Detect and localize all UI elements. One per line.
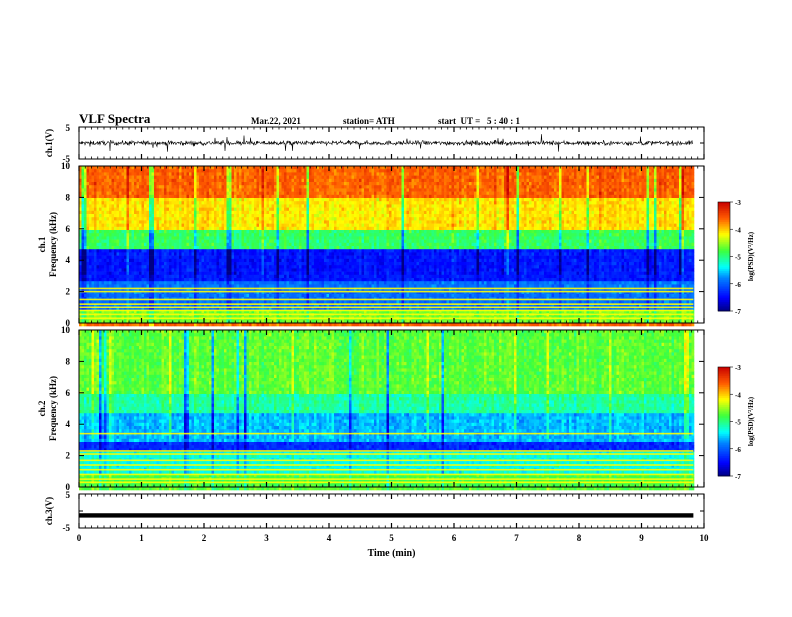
y-tick-label: 4 (66, 255, 71, 265)
colorbar-label: log(PSD)(V²/Hz) (747, 396, 755, 446)
colorbar-tick-label: -6 (735, 281, 741, 289)
colorbar-tick-label: -7 (735, 473, 741, 481)
colorbar-tick-label: -5 (735, 254, 741, 262)
figure-title: VLF Spectra (79, 112, 150, 126)
colorbar-tick-label: -3 (735, 364, 741, 372)
narrowband-line (79, 303, 693, 305)
colorbar-tick-label: -3 (735, 199, 741, 207)
narrowband-line (79, 307, 693, 309)
x-tick-label: 7 (514, 533, 519, 543)
x-tick-label: 1 (139, 533, 144, 543)
colorbar-label: log(PSD)(V²/Hz) (747, 231, 755, 281)
y-tick-label: 10 (61, 161, 71, 171)
ch3-waveform-ylabel: ch.3(V) (44, 497, 54, 525)
narrowband-line (79, 453, 693, 455)
narrowband-line (79, 450, 693, 452)
y-tick-label: 2 (66, 451, 71, 461)
narrowband-line (79, 481, 693, 483)
ch1-waveform: 5-5 (63, 123, 705, 164)
x-ticks: 0 1 2 3 4 5 6 7 8 9 10 (77, 494, 709, 543)
narrowband-line (79, 288, 693, 290)
narrowband-line (79, 299, 693, 301)
y-tick-label: 2 (66, 287, 71, 297)
station-label: station= ATH (343, 114, 395, 128)
x-tick-label: 6 (452, 533, 457, 543)
y-tick-label: 10 (61, 325, 71, 335)
ch1-spectrogram-ylabel-channel: ch.1 (37, 236, 47, 252)
ch1-waveform-ylabel: ch.1(V) (44, 129, 54, 157)
y-tick-label: 5 (66, 123, 71, 133)
y-tick-label: 5 (66, 490, 71, 500)
x-tick-label: 0 (77, 533, 82, 543)
colorbar-tick-label: -6 (735, 446, 741, 454)
y-tick-label: 6 (66, 388, 71, 398)
ch3-trace (79, 513, 693, 517)
ch2-spectrogram-ylabel-channel: ch.2 (37, 400, 47, 416)
start-time-label: start UT = 5 : 40 : 1 (438, 114, 520, 128)
narrowband-line (79, 464, 693, 466)
ch3-waveform-frame (79, 494, 704, 528)
y-tick-label: 8 (66, 356, 71, 366)
narrowband-line (79, 314, 693, 316)
x-tick-label: 8 (577, 533, 582, 543)
colorbar-tick-label: -4 (735, 226, 741, 234)
ch1-spectrogram-colorbar: -3 -4 -5 -6 -7 log(PSD)(V²/Hz) (718, 199, 755, 316)
colorbar-tick-label: -5 (735, 419, 741, 427)
x-tick-label: 9 (639, 533, 644, 543)
colorbar-tick-label: -7 (735, 308, 741, 316)
x-axis-label: Time (min) (368, 548, 416, 559)
colorbar-tick-label: -4 (735, 391, 741, 399)
x-tick-label: 2 (202, 533, 207, 543)
narrowband-line (79, 310, 693, 312)
narrowband-line (79, 474, 693, 476)
y-tick-label: -5 (63, 523, 71, 533)
y-tick-label: 6 (66, 224, 71, 234)
y-tick-label: 4 (66, 419, 71, 429)
ch1-spectrogram-ylabel-frequency: Frequency (kHz) (48, 212, 58, 277)
ch3-waveform: 5 -5 (63, 490, 705, 533)
narrowband-line (79, 478, 693, 480)
ch2-spectrogram-ylabel-frequency: Frequency (kHz) (48, 376, 58, 441)
x-tick-label: 4 (327, 533, 332, 543)
narrowband-line (79, 433, 693, 435)
narrowband-line (79, 317, 693, 319)
date-label: Mar.22, 2021 (251, 114, 301, 128)
narrowband-line (79, 460, 693, 462)
ch2-spectrogram-colorbar: -3 -4 -5 -6 -7 log(PSD)(V²/Hz) (718, 364, 755, 481)
y-tick-label: 8 (66, 192, 71, 202)
x-tick-label: 10 (700, 533, 710, 543)
x-tick-label: 5 (389, 533, 394, 543)
ch1-trace (79, 134, 693, 152)
narrowband-line (79, 291, 693, 293)
x-tick-label: 3 (264, 533, 269, 543)
narrowband-line (79, 469, 693, 471)
